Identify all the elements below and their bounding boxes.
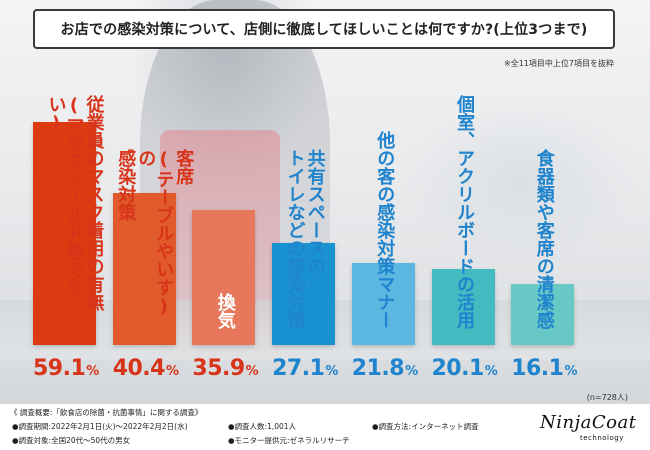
value-number: 16.1 bbox=[511, 356, 564, 381]
value-number: 21.8 bbox=[351, 356, 405, 381]
brand-logo-name: NinjaCoat bbox=[540, 412, 637, 433]
value-unit: % bbox=[484, 364, 498, 379]
value-number: 35.9 bbox=[192, 356, 245, 381]
bar-5 bbox=[351, 263, 415, 345]
category-label-5: 他の客の感染対策マナー bbox=[373, 131, 396, 329]
bar-7 bbox=[511, 284, 575, 345]
chart-note: ※全11項目中上位7項目を抜粋 bbox=[504, 59, 614, 68]
bar-3 bbox=[192, 210, 256, 345]
survey-monitor: ●モニター提供元:ゼネラルリサーチ bbox=[228, 436, 350, 445]
survey-target: ●調査対象:全国20代〜50代の男女 bbox=[12, 436, 131, 445]
category-label-text: (マウスシールド等でない) bbox=[45, 95, 85, 296]
value-label-3: 35.9% bbox=[192, 356, 258, 381]
category-label-2: 客席 (テーブルやいす)の 感染対策 bbox=[114, 149, 195, 329]
category-label-6: 個室、アクリルボードの活用 bbox=[453, 95, 475, 329]
value-unit: % bbox=[86, 364, 100, 379]
value-label-7: 16.1% bbox=[511, 356, 578, 381]
category-label-text: 従業員のマスク着用の有無 bbox=[83, 95, 105, 311]
category-label-text: 換気 bbox=[214, 293, 236, 329]
category-label-4: 共有スペースの トイレなどの感染対策 bbox=[284, 149, 326, 329]
category-label-text: 個室、アクリルボードの活用 bbox=[454, 95, 475, 329]
survey-method: ●調査方法:インターネット調査 bbox=[372, 422, 479, 431]
category-label-text: 共有スペースの bbox=[304, 149, 326, 275]
survey-footer: 《 調査概要:「飲食店の除菌・抗菌事情」に関する調査》 ●調査期間:2022年2… bbox=[0, 404, 650, 450]
brand-logo-sub: technology bbox=[580, 434, 624, 442]
value-unit: % bbox=[564, 364, 578, 379]
value-label-1: 59.1% bbox=[33, 356, 100, 381]
category-label-text: 感染対策 bbox=[115, 149, 137, 221]
category-label-text: 食器類や客席の清潔感 bbox=[533, 149, 555, 329]
value-unit: % bbox=[245, 364, 259, 379]
bar-4 bbox=[272, 243, 336, 345]
survey-overview: 《 調査概要:「飲食店の除菌・抗菌事情」に関する調査》 bbox=[10, 408, 203, 417]
survey-count: ●調査人数:1,001人 bbox=[228, 422, 297, 431]
value-number: 40.4 bbox=[112, 356, 166, 381]
category-label-text: 他の客の感染対策マナー bbox=[374, 131, 396, 329]
value-number: 20.1 bbox=[431, 356, 485, 381]
survey-period: ●調査期間:2022年2月1日(火)〜2022年2月2日(水) bbox=[12, 422, 188, 431]
value-number: 59.1 bbox=[33, 356, 86, 381]
category-label-7: 食器類や客席の清潔感 bbox=[533, 149, 555, 329]
brand-logo: NinjaCoat technology bbox=[540, 412, 640, 446]
category-label-text: 客席 bbox=[173, 149, 195, 185]
category-label-text: (テーブルやいす)の bbox=[135, 149, 175, 317]
value-unit: % bbox=[405, 364, 419, 379]
bar-6 bbox=[431, 269, 495, 345]
value-label-6: 20.1% bbox=[431, 356, 498, 381]
category-label-text: トイレなどの感染対策 bbox=[284, 149, 306, 329]
category-label-3: 換気 bbox=[214, 293, 236, 329]
value-label-4: 27.1% bbox=[272, 356, 339, 381]
bar-2 bbox=[112, 193, 176, 345]
value-unit: % bbox=[165, 364, 179, 379]
sample-size: (n=728人) bbox=[586, 393, 628, 402]
category-label-1: 従業員のマスク着用の有無 (マウスシールド等でない) bbox=[45, 95, 105, 329]
value-unit: % bbox=[325, 364, 339, 379]
value-number: 27.1 bbox=[272, 356, 325, 381]
bar-1 bbox=[33, 122, 96, 345]
value-label-5: 21.8% bbox=[351, 356, 419, 381]
chart-title: お店での感染対策について、店側に徹底してほしいことは何ですか?(上位3つまで) bbox=[33, 9, 615, 49]
value-label-2: 40.4% bbox=[112, 356, 179, 381]
